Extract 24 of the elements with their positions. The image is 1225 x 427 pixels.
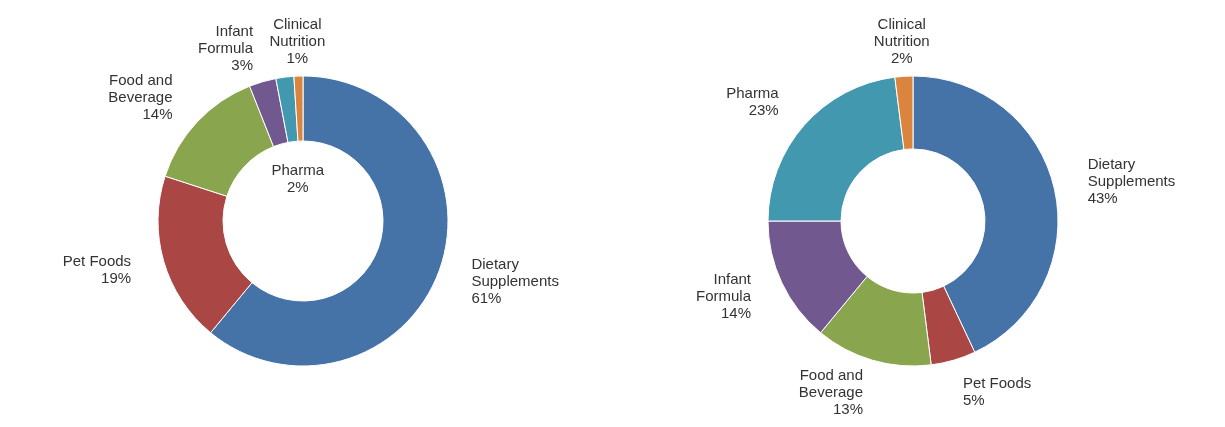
slice-label: Food and Beverage <box>798 365 864 400</box>
data-label: 1% <box>286 49 309 67</box>
data-label: 61% <box>471 288 502 306</box>
slice-label: Infant Formula <box>198 22 254 57</box>
data-label: 13% <box>833 399 864 417</box>
slice-label: Infant Formula <box>696 270 752 305</box>
slice-label: Dietary Supplements <box>1087 154 1176 189</box>
slice-label: Pharma <box>726 84 780 102</box>
data-label: 23% <box>748 101 779 119</box>
data-label: 14% <box>142 105 173 123</box>
slice-label: Clinical Nutrition <box>269 15 326 50</box>
data-label: 5% <box>962 391 985 409</box>
slice-label: Food and Beverage <box>108 71 173 106</box>
slice-label: Pet Foods <box>62 252 132 270</box>
slice-label: Pet Foods <box>962 374 1032 392</box>
data-label: 2% <box>286 177 309 195</box>
data-label: 3% <box>231 56 254 74</box>
data-label: 43% <box>1087 188 1118 206</box>
slice-label: Clinical Nutrition <box>873 15 930 50</box>
data-label: 14% <box>721 304 752 322</box>
slice-label: Dietary Supplements <box>471 254 559 289</box>
data-label: 2% <box>890 49 913 67</box>
slice-label: Pharma <box>271 160 325 178</box>
data-label: 19% <box>101 269 132 287</box>
